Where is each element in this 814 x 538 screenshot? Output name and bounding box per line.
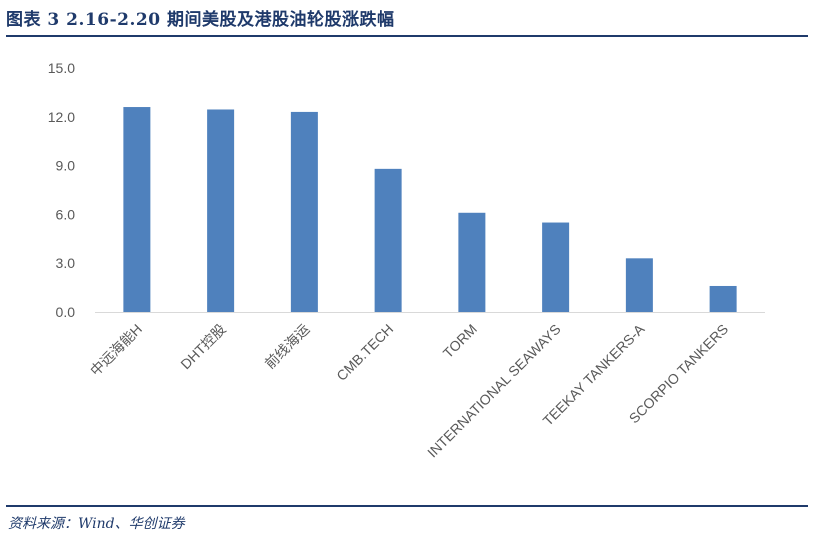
y-tick-label: 6.0: [56, 206, 76, 222]
footer-divider: [6, 505, 808, 507]
bar: [374, 168, 402, 312]
x-tick-label: INTERNATIONAL SEAWAYS: [424, 321, 564, 461]
y-axis-ticks: 0.0 3.0 6.0 9.0 12.0 15.0: [48, 60, 75, 320]
bar-chart: 0.0 3.0 6.0 9.0 12.0 15.0 中远海能H DHT控股 前线海运 CMB.T…: [48, 60, 765, 460]
bar: [290, 111, 318, 312]
y-tick-label: 3.0: [56, 255, 76, 271]
y-tick-label: 9.0: [56, 158, 76, 174]
y-tick-label: 15.0: [48, 60, 75, 76]
bar: [709, 285, 737, 312]
bar: [625, 258, 653, 312]
x-tick-label: CMB.TECH: [333, 321, 396, 384]
x-axis-labels: 中远海能H DHT控股 前线海运 CMB.TECH TORMINTERNATIONAL …: [87, 320, 731, 460]
y-tick-label: 12.0: [48, 109, 75, 125]
bar: [123, 107, 151, 312]
figure-title: 图表 3 2.16-2.20 期间美股及港股油轮股涨跌幅: [6, 10, 395, 30]
bar: [207, 109, 235, 312]
source-note: 资料来源：Wind、华创证券: [8, 516, 185, 532]
title-divider: [6, 35, 808, 37]
bar: [542, 222, 570, 312]
x-tick-label: DHT控股: [177, 321, 228, 372]
y-tick-label: 0.0: [56, 304, 76, 320]
x-tick-label: 前线海运: [262, 321, 313, 372]
bar-series: [123, 107, 737, 312]
x-tick-label: TORM: [440, 321, 480, 361]
bar: [458, 212, 486, 312]
x-tick-label: 中远海能H: [87, 321, 145, 379]
